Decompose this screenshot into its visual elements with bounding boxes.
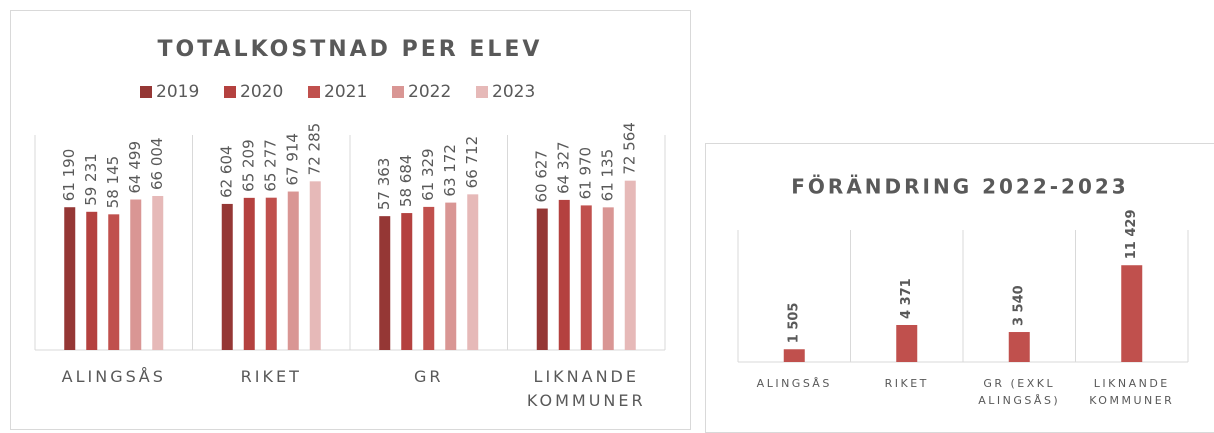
legend-swatch <box>308 86 320 98</box>
bar <box>445 202 457 350</box>
bar <box>130 199 142 350</box>
bar <box>243 197 255 350</box>
data-label: 64 327 <box>555 141 573 194</box>
data-label: 65 209 <box>240 139 258 192</box>
x-tick-label: ALINGSÅS <box>61 367 166 386</box>
bar <box>309 181 321 350</box>
data-label: 67 914 <box>284 133 302 186</box>
data-label: 58 684 <box>397 155 415 208</box>
data-label: 57 363 <box>375 158 393 211</box>
bar <box>536 208 548 350</box>
data-label: 72 285 <box>306 123 324 176</box>
bar <box>287 191 299 350</box>
bar <box>86 211 98 350</box>
x-tick-label: GR <box>413 367 444 386</box>
x-tick-label: LIKNANDE KOMMUNER <box>526 367 646 410</box>
legend-swatch <box>140 86 152 98</box>
data-label: 59 231 <box>82 153 100 206</box>
data-label: 60 627 <box>533 150 551 203</box>
bar <box>152 195 164 350</box>
legend-label: 2023 <box>492 82 535 102</box>
bar <box>1121 265 1143 362</box>
data-label: 72 564 <box>621 122 639 175</box>
x-tick-label: RIKET <box>884 377 929 390</box>
legend-swatch <box>224 86 236 98</box>
bar <box>558 199 570 350</box>
legend-swatch <box>392 86 404 98</box>
legend-label: 2020 <box>240 82 283 102</box>
bar <box>602 207 614 350</box>
bar <box>896 324 918 362</box>
legend-swatch <box>476 86 488 98</box>
bar <box>64 207 76 350</box>
bar <box>580 205 592 350</box>
bar <box>1008 332 1030 362</box>
legend-label: 2021 <box>324 82 367 102</box>
data-label: 58 145 <box>104 156 122 209</box>
chart-title: FÖRÄNDRING 2022-2023 <box>791 175 1128 199</box>
bar <box>221 203 233 350</box>
data-label: 62 604 <box>218 145 236 198</box>
data-label: 11 429 <box>1124 209 1139 259</box>
data-label: 61 329 <box>419 148 437 201</box>
x-tick-label: GR (EXKL ALINGSÅS) <box>978 377 1061 407</box>
data-label: 64 499 <box>126 141 144 194</box>
data-label: 66 712 <box>463 136 481 189</box>
data-label: 4 371 <box>899 278 914 319</box>
x-tick-label: ALINGSÅS <box>756 377 832 390</box>
data-label: 3 540 <box>1012 285 1027 326</box>
bar <box>379 216 391 350</box>
data-label: 63 172 <box>441 144 459 197</box>
bar <box>265 197 277 350</box>
legend-label: 2019 <box>156 82 199 102</box>
bar <box>108 214 120 350</box>
legend-label: 2022 <box>408 82 451 102</box>
bar <box>401 213 413 350</box>
x-tick-label: RIKET <box>240 367 302 386</box>
chart-title: TOTALKOSTNAD PER ELEV <box>158 37 543 62</box>
data-label: 61 135 <box>599 149 617 202</box>
bar <box>624 180 636 350</box>
bar <box>783 349 805 362</box>
data-label: 61 970 <box>577 147 595 200</box>
bar <box>423 206 435 350</box>
x-tick-label: LIKNANDE KOMMUNER <box>1089 377 1175 407</box>
data-label: 65 277 <box>262 139 280 192</box>
bar <box>467 194 479 350</box>
data-label: 61 190 <box>60 149 78 202</box>
data-label: 1 505 <box>787 303 802 344</box>
data-label: 66 004 <box>148 137 166 190</box>
